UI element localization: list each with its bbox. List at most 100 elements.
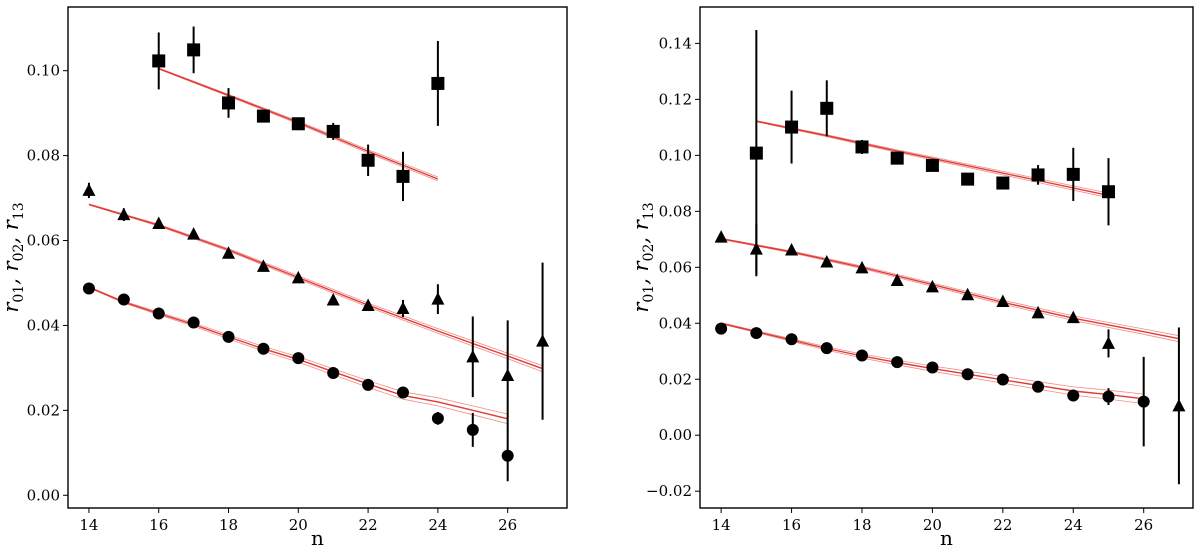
y-axis-label-part: , [629,271,653,284]
x-tick-label: 24 [428,516,447,534]
fit-r01-line [721,322,1144,395]
r02-point [820,254,834,268]
y-axis-label-part: r [629,301,653,313]
r02-point [1031,305,1045,319]
y-tick-label: 0.06 [659,258,692,276]
fit-r02-line [88,204,543,373]
r02-point [82,183,96,196]
r02-point [1066,310,1080,324]
r02-point [925,279,939,293]
y-axis-label-subscript: 01 [641,285,657,303]
r02-point [961,287,975,301]
r01-point [785,333,798,346]
y-tick-label: 0.14 [659,34,692,52]
r13-point [996,176,1010,190]
y-tick-label: 0.10 [27,62,60,80]
y-axis-label-part: r [0,218,23,230]
r01-point [117,293,130,306]
x-tick-label: 14 [79,516,98,534]
r02-point [326,292,340,306]
x-tick-label: 20 [923,516,942,534]
y-axis-label-part: , [629,230,653,243]
r01-point [996,373,1009,386]
r01-point [715,322,728,335]
r13-point [749,146,763,160]
r13-point [1101,185,1115,199]
r02-point [785,242,799,256]
y-axis-label-part: r [0,301,23,313]
r13-point [820,101,834,115]
x-tick-label: 18 [219,516,238,534]
y-tick-label: 0.06 [27,232,60,250]
r13-point [925,158,939,172]
x-axis-label: n [940,526,953,550]
r02-point [714,230,728,243]
y-axis-label-subscript: 13 [641,202,657,220]
r01-point [327,366,340,379]
r02-point [466,349,480,363]
r01-point [466,423,479,436]
x-tick-label: 24 [1064,516,1083,534]
r01-point [926,361,939,374]
r13-point [1066,167,1080,181]
x-tick-label: 26 [498,516,517,534]
y-axis-label-part: , [0,230,23,243]
y-axis-label-subscript: 02 [641,244,657,262]
r02-point [291,270,305,284]
y-tick-label: 0.02 [659,370,692,388]
r02-point [431,292,445,305]
fit-r02-line [88,203,543,367]
r01-point [187,316,200,329]
r02-point [501,368,515,382]
y-tick-label: 0.04 [659,314,692,332]
x-tick-label: 14 [712,516,731,534]
plot-frame [67,6,568,509]
r01-point [961,368,974,381]
y-tick-label: −0.02 [646,482,692,500]
y-axis-label-part: r [0,259,23,271]
r01-point [292,352,305,365]
x-tick-label: 20 [289,516,308,534]
r01-point [1032,380,1045,393]
plot-frame [699,6,1194,509]
r02-point [1172,398,1186,412]
y-tick-label: 0.08 [27,147,60,165]
y-axis-label-subscript: 13 [11,202,27,220]
r01-point [820,342,833,355]
r02-point [890,273,904,286]
r01-point [750,327,763,340]
y-axis-label: r01, r02, r13 [0,202,27,312]
r02-point [536,334,550,347]
x-axis-label: n [311,526,324,550]
y-tick-label: 0.08 [659,202,692,220]
r13-point [890,151,904,165]
y-tick-label: 0.00 [659,426,692,444]
x-tick-label: 18 [852,516,871,534]
r01-point [431,412,444,425]
r13-point [361,153,375,167]
r01-point [152,307,165,320]
y-tick-label: 0.10 [659,146,692,164]
y-axis-label-subscript: 01 [11,285,27,303]
y-axis-label-subscript: 02 [11,244,27,262]
y-tick-label: 0.00 [27,486,60,504]
r02-point [222,246,236,259]
r02-point [396,301,410,314]
r01-point [1102,390,1115,403]
r02-point [187,227,201,240]
x-tick-label: 26 [1134,516,1153,534]
fit-r13-line [756,120,1109,194]
x-tick-label: 16 [149,516,168,534]
y-tick-label: 0.12 [659,90,692,108]
r01-point [396,386,409,399]
r02-point [1101,336,1115,349]
r02-point [855,260,869,274]
y-axis-label-part: r [629,218,653,230]
r13-point [961,172,975,186]
r02-point [996,294,1010,307]
fit-r02-line [88,203,543,370]
r13-point [855,140,869,154]
r13-point [431,76,445,90]
y-tick-label: 0.04 [27,316,60,334]
